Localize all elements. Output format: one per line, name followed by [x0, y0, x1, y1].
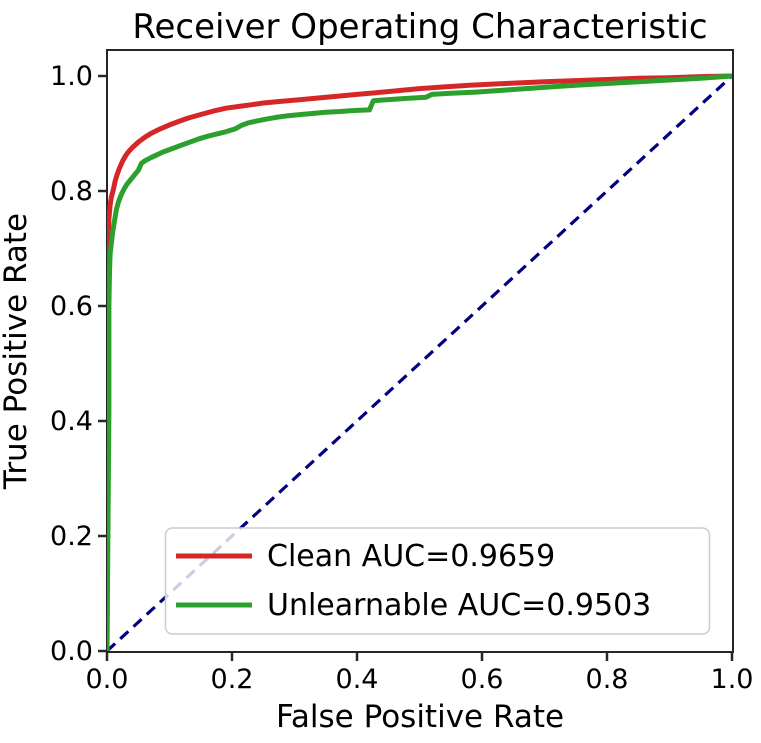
y-tick-label: 0.0 [50, 636, 93, 667]
y-tick-label: 0.4 [50, 406, 93, 437]
legend: Clean AUC=0.9659 Unlearnable AUC=0.9503 [164, 527, 711, 635]
y-tick-label: 0.2 [50, 521, 93, 552]
curve-unlearnable-auc-0-9503 [107, 73, 733, 652]
x-tick-label: 0.6 [461, 664, 504, 695]
legend-entry-label: Clean AUC=0.9659 [267, 539, 555, 574]
chart-title: Receiver Operating Characteristic [132, 7, 707, 47]
y-tick-label: 0.6 [50, 291, 93, 322]
x-tick-label: 0.4 [336, 664, 379, 695]
y-tick-label: 0.8 [50, 176, 93, 207]
legend-box [164, 527, 711, 635]
roc-curves [107, 73, 733, 652]
x-axis-label: False Positive Rate [276, 699, 564, 735]
x-axis-ticks: 0.0 0.2 0.4 0.6 0.8 1.0 [86, 652, 754, 695]
x-tick-label: 0.2 [211, 664, 254, 695]
curve-chance-diagonal [107, 74, 733, 652]
x-tick-label: 1.0 [711, 664, 754, 695]
legend-entry-label: Unlearnable AUC=0.9503 [267, 588, 651, 623]
x-tick-label: 0.8 [586, 664, 629, 695]
y-axis-label: True Positive Rate [0, 213, 34, 490]
curve-clean-auc-0-9659 [107, 73, 733, 652]
y-axis-ticks: 0.0 0.2 0.4 0.6 0.8 1.0 [50, 61, 107, 667]
y-tick-label: 1.0 [50, 61, 93, 92]
x-tick-label: 0.0 [86, 664, 129, 695]
